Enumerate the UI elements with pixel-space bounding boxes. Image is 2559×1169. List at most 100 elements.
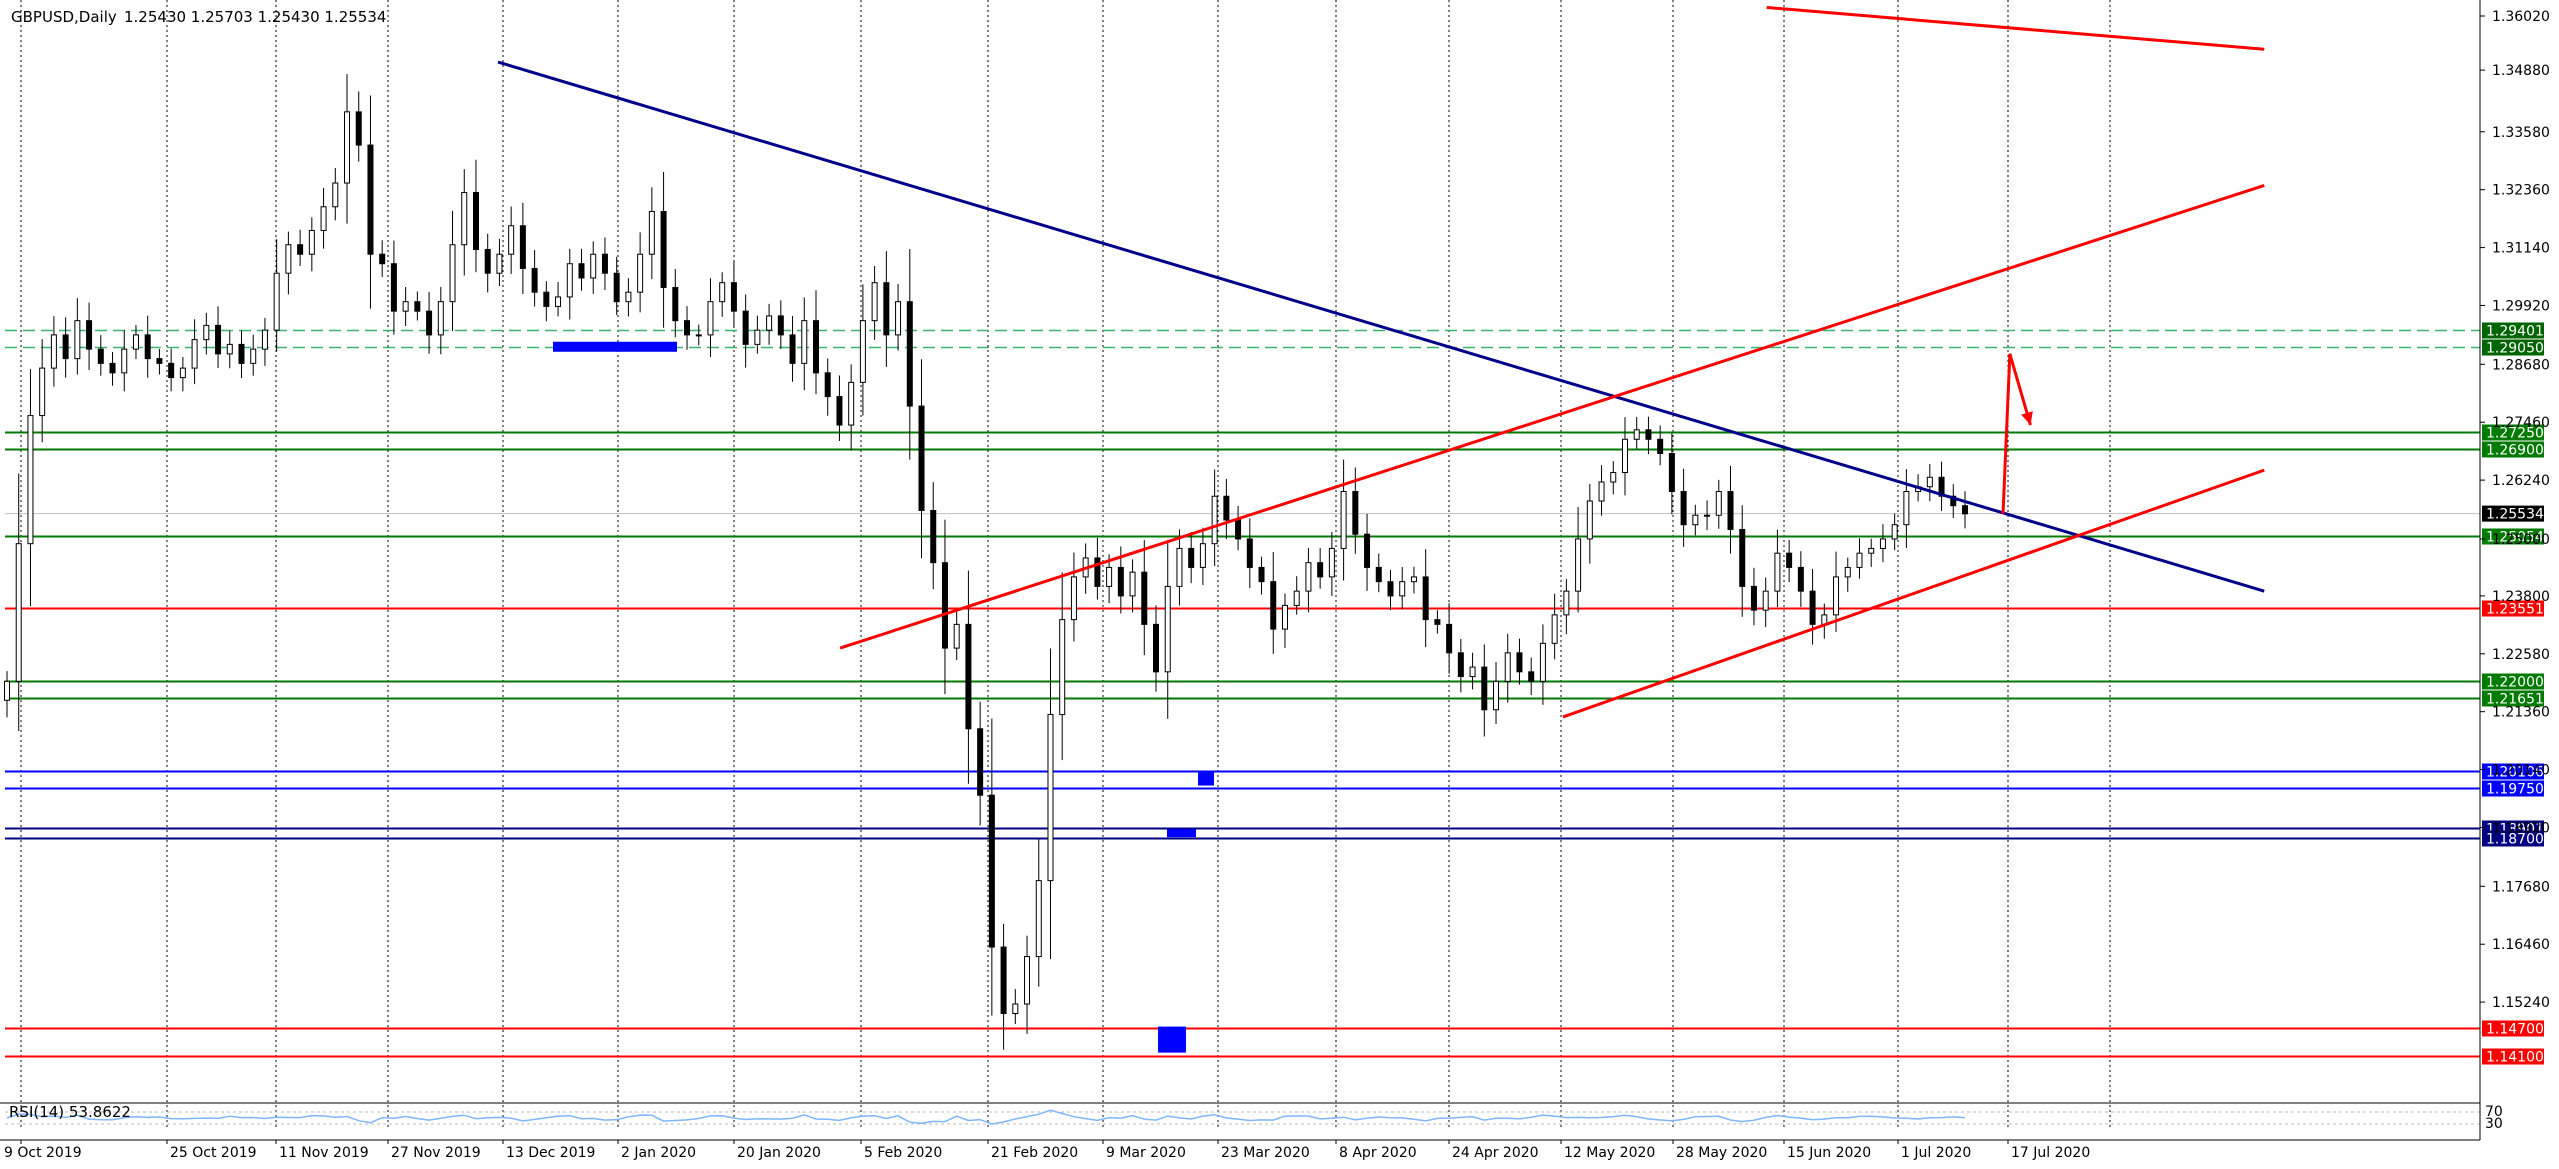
candle-body <box>519 225 526 269</box>
date-tick-label: 25 Oct 2019 <box>170 1145 257 1161</box>
candle-body <box>1856 552 1863 568</box>
candle-body <box>1422 576 1429 621</box>
candle-body <box>1293 590 1300 606</box>
candle-body <box>379 253 386 265</box>
date-tick-label: 2 Jan 2020 <box>621 1145 696 1161</box>
candle-body <box>1387 581 1394 597</box>
date-tick-label: 9 Oct 2019 <box>4 1145 82 1161</box>
candle-body <box>672 286 679 322</box>
candle-body <box>1446 623 1453 654</box>
level-tag <box>2482 1020 2544 1037</box>
candle-body <box>1153 623 1160 673</box>
date-tick-label: 17 Jul 2020 <box>2011 1145 2090 1161</box>
candle-body <box>179 367 186 379</box>
date-tick-label: 12 May 2020 <box>1564 1145 1655 1161</box>
level-tag-label: 1.22000 <box>2486 675 2544 691</box>
projection-arrowhead <box>2021 411 2033 426</box>
candle-body <box>1317 562 1324 578</box>
candle-body <box>766 315 773 331</box>
level-tag-label: 1.29401 <box>2486 324 2544 340</box>
candle-body <box>15 543 22 682</box>
price-tick-label: 1.31140 <box>2492 241 2550 257</box>
highlight-boxes <box>553 341 1214 1053</box>
level-tag <box>2482 441 2544 458</box>
level-tag-label: 1.29050 <box>2486 341 2544 357</box>
resistance-box <box>553 341 677 352</box>
candle-body <box>965 623 972 730</box>
candle-body <box>1047 714 1054 882</box>
support-box-2 <box>1167 829 1196 838</box>
trendlines <box>497 5 2265 719</box>
candle-body <box>1223 495 1230 521</box>
candle-body <box>367 144 374 255</box>
trendline-3 <box>1766 5 2265 51</box>
candle-body <box>977 728 984 796</box>
date-tick-label: 5 Feb 2020 <box>864 1145 942 1161</box>
candles <box>4 74 1968 1050</box>
candle-body <box>637 253 644 293</box>
price-tick-label: 1.16460 <box>2492 937 2550 953</box>
price-tick-label: 1.34880 <box>2492 63 2550 79</box>
candle-body <box>250 348 257 364</box>
projection-arrow <box>2001 353 2032 514</box>
candle-body <box>871 282 878 322</box>
candle-body <box>27 415 34 545</box>
candle-body <box>1891 524 1898 540</box>
level-tag-label: 1.25054 <box>2486 530 2544 546</box>
date-tick-label: 8 Apr 2020 <box>1339 1145 1417 1161</box>
candle-body <box>86 320 93 350</box>
current-price-tag <box>2482 505 2544 522</box>
candle-body <box>1809 590 1816 625</box>
candle-body <box>648 211 655 255</box>
candle-body <box>719 282 726 303</box>
candle-body <box>1739 528 1746 587</box>
candle-body <box>203 324 210 341</box>
candle-body <box>62 334 69 360</box>
level-tag-label: 1.19750 <box>2486 782 2544 798</box>
candle-body <box>801 320 808 364</box>
candle-body <box>1516 652 1523 673</box>
candle-body <box>1199 543 1206 568</box>
candle-body <box>1352 490 1359 535</box>
candle-body <box>1645 429 1652 440</box>
price-tick-label: 1.36020 <box>2492 9 2550 25</box>
candle-body <box>1950 495 1957 507</box>
level-tag-label: 1.18700 <box>2486 832 2544 848</box>
candle-body <box>156 358 163 364</box>
date-axis: 9 Oct 2019 25 Oct 2019 11 Nov 2019 27 Nov 2… <box>0 1139 2480 1161</box>
candle-body <box>1528 671 1535 682</box>
candle-body <box>472 192 479 250</box>
candle-body <box>261 329 268 350</box>
candle-body <box>97 348 104 364</box>
candle-body <box>1070 576 1077 621</box>
candle-body <box>1117 566 1124 597</box>
candle-body <box>1305 562 1312 592</box>
candle-body <box>601 253 608 274</box>
candle-body <box>1469 666 1476 678</box>
candle-body <box>1246 538 1253 568</box>
candle-body <box>390 263 397 312</box>
candle-body <box>566 263 573 298</box>
date-tick-label: 28 May 2020 <box>1676 1145 1767 1161</box>
candle-body <box>660 211 667 288</box>
candle-body <box>578 263 585 279</box>
candle-body <box>1399 581 1406 597</box>
price-tick-label: 1.29920 <box>2492 298 2550 314</box>
candle-body <box>1270 581 1277 630</box>
candle-body <box>1586 500 1593 540</box>
candle-body <box>449 244 456 303</box>
candle-body <box>402 301 409 312</box>
price-tick-label: 1.17680 <box>2492 879 2550 895</box>
candle-body <box>941 562 948 649</box>
candle-body <box>695 334 702 337</box>
price-tick-label: 1.21360 <box>2492 705 2550 721</box>
candle-body <box>1868 547 1875 554</box>
candle-body <box>1833 576 1840 616</box>
date-tick-label: 20 Jan 2020 <box>737 1145 821 1161</box>
candle-body <box>555 296 562 307</box>
candle-body <box>707 301 714 336</box>
candle-body <box>273 272 280 331</box>
